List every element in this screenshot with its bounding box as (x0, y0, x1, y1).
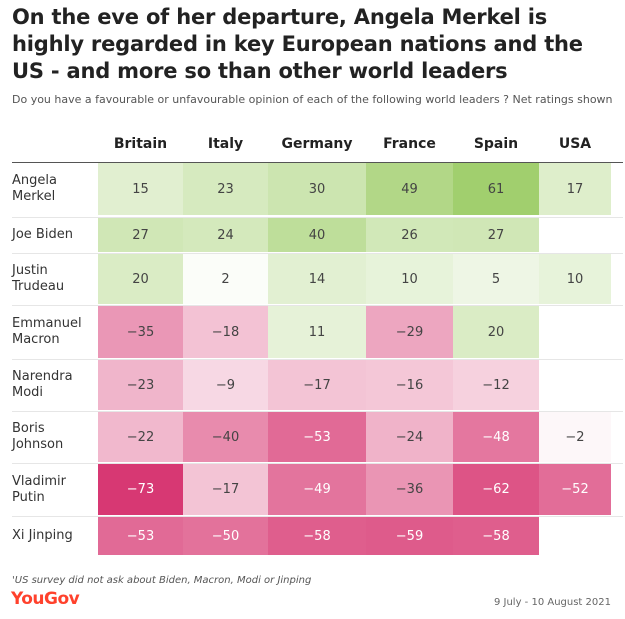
heatmap-cell: −49 (268, 464, 366, 515)
row-divider (12, 359, 623, 360)
heatmap-cell: 15 (98, 163, 183, 215)
heatmap-cell: −58 (453, 517, 539, 555)
heatmap-cell: −40 (183, 412, 268, 462)
row-label: Joe Biden (12, 227, 73, 242)
heatmap-cell: −22 (98, 412, 183, 462)
chart-title: On the eve of her departure, Angela Merk… (12, 5, 583, 83)
heatmap-cell: 20 (98, 254, 183, 304)
header-rule (12, 162, 623, 163)
heatmap-cell: −2 (539, 412, 611, 462)
row-divider (12, 463, 623, 464)
heatmap-cell: −35 (98, 306, 183, 358)
heatmap-cell: −24 (366, 412, 453, 462)
heatmap-cell: 40 (268, 218, 366, 252)
row-divider (12, 253, 623, 254)
row-label: Emmanuel Macron (12, 316, 82, 347)
heatmap-cell: −48 (453, 412, 539, 462)
heatmap-cell: 11 (268, 306, 366, 358)
heatmap-cell: 49 (366, 163, 453, 215)
row-label: Boris Johnson (12, 421, 64, 452)
heatmap-cell: −50 (183, 517, 268, 555)
row-label: Justin Trudeau (12, 263, 65, 294)
heatmap-cell: −62 (453, 464, 539, 515)
heatmap-cell: −53 (98, 517, 183, 555)
heatmap-cell: −16 (366, 360, 453, 410)
heatmap-cell: 23 (183, 163, 268, 215)
heatmap-cell: −12 (453, 360, 539, 410)
column-header-spain: Spain (473, 136, 519, 152)
heatmap-cell: −17 (183, 464, 268, 515)
yougov-logo: YouGov (11, 589, 80, 609)
heatmap-cell: −73 (98, 464, 183, 515)
column-header-italy: Italy (207, 136, 244, 152)
row-label: Vladimir Putin (12, 473, 66, 505)
heatmap-cell: −29 (366, 306, 453, 358)
row-divider (12, 411, 623, 412)
heatmap-cell: 10 (539, 254, 611, 304)
chart-subtitle: Do you have a favourable or unfavourable… (12, 93, 613, 106)
date-range: 9 July - 10 August 2021 (493, 597, 611, 608)
heatmap-cell: 10 (366, 254, 453, 304)
heatmap-cell: −9 (183, 360, 268, 410)
row-label: Narendra Modi (12, 369, 73, 400)
heatmap-cell: 30 (268, 163, 366, 215)
heatmap-cell: 26 (366, 218, 453, 252)
heatmap-cell: 27 (453, 218, 539, 252)
heatmap-cell: 27 (98, 218, 183, 252)
row-divider (12, 516, 623, 517)
heatmap-cell: 2 (183, 254, 268, 304)
heatmap-cell: −23 (98, 360, 183, 410)
heatmap-cell: −53 (268, 412, 366, 462)
heatmap-cell: 24 (183, 218, 268, 252)
heatmap-cell: 5 (453, 254, 539, 304)
column-header-usa: USA (558, 136, 592, 152)
row-label: Angela Merkel (12, 173, 57, 204)
footnote: 'US survey did not ask about Biden, Macr… (12, 575, 312, 586)
heatmap-cell: 14 (268, 254, 366, 304)
heatmap-cell: −17 (268, 360, 366, 410)
row-divider (12, 217, 623, 218)
heatmap-cell: −36 (366, 464, 453, 515)
heatmap-cell: −58 (268, 517, 366, 555)
heatmap-cell: −18 (183, 306, 268, 358)
column-header-france: France (383, 136, 436, 152)
heatmap-cell: 20 (453, 306, 539, 358)
heatmap-cell: −52 (539, 464, 611, 515)
heatmap-cell: 61 (453, 163, 539, 215)
row-label: Xi Jinping (12, 528, 73, 543)
row-divider (12, 305, 623, 306)
heatmap-cell: 17 (539, 163, 611, 215)
column-header-germany: Germany (281, 136, 353, 152)
heatmap-cell: −59 (366, 517, 453, 555)
column-header-britain: Britain (113, 136, 168, 152)
